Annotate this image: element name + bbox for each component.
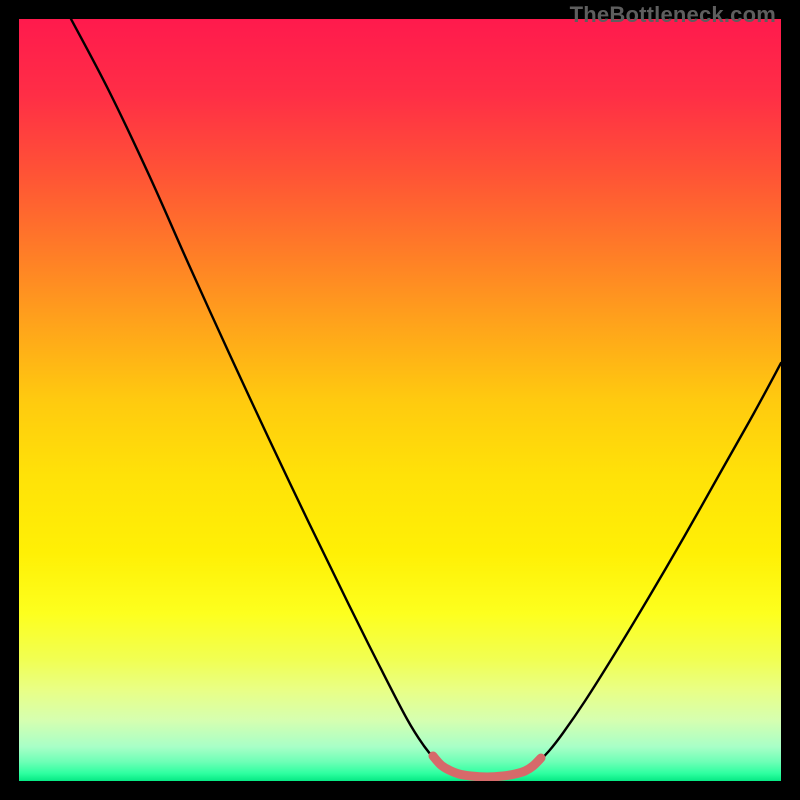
plot-area [19, 19, 781, 781]
bottleneck-curve [71, 19, 781, 777]
bottom-accent-segment [433, 756, 541, 777]
curve-layer [19, 19, 781, 781]
chart-frame: TheBottleneck.com [0, 0, 800, 800]
watermark-text: TheBottleneck.com [570, 2, 776, 28]
